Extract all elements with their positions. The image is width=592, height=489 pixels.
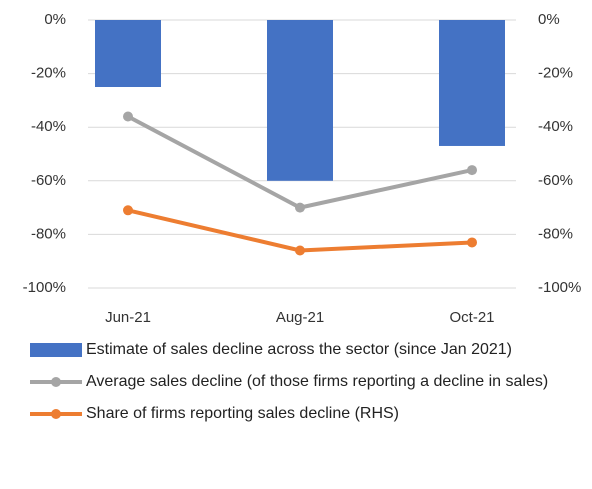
line-point — [123, 111, 133, 122]
legend-label: Estimate of sales decline across the sec… — [86, 341, 512, 358]
legend-swatch — [30, 343, 82, 357]
line-point — [295, 202, 305, 213]
x-tick-label: Oct-21 — [449, 309, 494, 326]
swatch-dot — [51, 409, 61, 419]
legend-label: Share of firms reporting sales decline (… — [86, 405, 400, 422]
swatch-dot — [51, 377, 61, 387]
y-tick-label: 0% — [44, 11, 66, 28]
legend-swatch — [30, 409, 82, 419]
chart: 0% -20% -40% -60% -80% -100% 0% -20% -40% -60% -80… — [23, 11, 582, 326]
line-series — [127, 208, 473, 253]
y2-tick-label: 0% — [538, 11, 560, 28]
bar — [95, 20, 161, 87]
y2-tick-label: -80% — [538, 225, 573, 242]
y-tick-label: -40% — [31, 118, 66, 135]
legend-swatch — [30, 377, 82, 387]
x-tick-label: Jun-21 — [105, 309, 151, 326]
legend-label: Average sales decline (of those firms re… — [86, 373, 549, 390]
bar — [439, 20, 505, 146]
y2-tick-label: -100% — [538, 279, 581, 296]
y-tick-label: -20% — [31, 65, 66, 82]
bar — [267, 20, 333, 181]
x-tick-label: Aug-21 — [276, 309, 324, 326]
line-point — [295, 245, 305, 256]
y2-tick-label: -40% — [538, 118, 573, 135]
y2-tick-label: -20% — [538, 65, 573, 82]
y-tick-label: -60% — [31, 172, 66, 189]
y-tick-label: -100% — [23, 279, 66, 296]
legend-entry: Share of firms reporting sales decline (… — [30, 398, 576, 430]
legend-entry: Estimate of sales decline across the sec… — [30, 334, 576, 366]
y-tick-label: -80% — [31, 225, 66, 242]
legend-entry: Average sales decline (of those firms re… — [30, 366, 576, 398]
y2-tick-label: -60% — [538, 172, 573, 189]
line-point — [123, 205, 133, 216]
line-point — [467, 237, 477, 248]
swatch-rect — [30, 343, 82, 357]
line-point — [467, 165, 477, 176]
legend: Estimate of sales decline across the sec… — [30, 334, 590, 430]
